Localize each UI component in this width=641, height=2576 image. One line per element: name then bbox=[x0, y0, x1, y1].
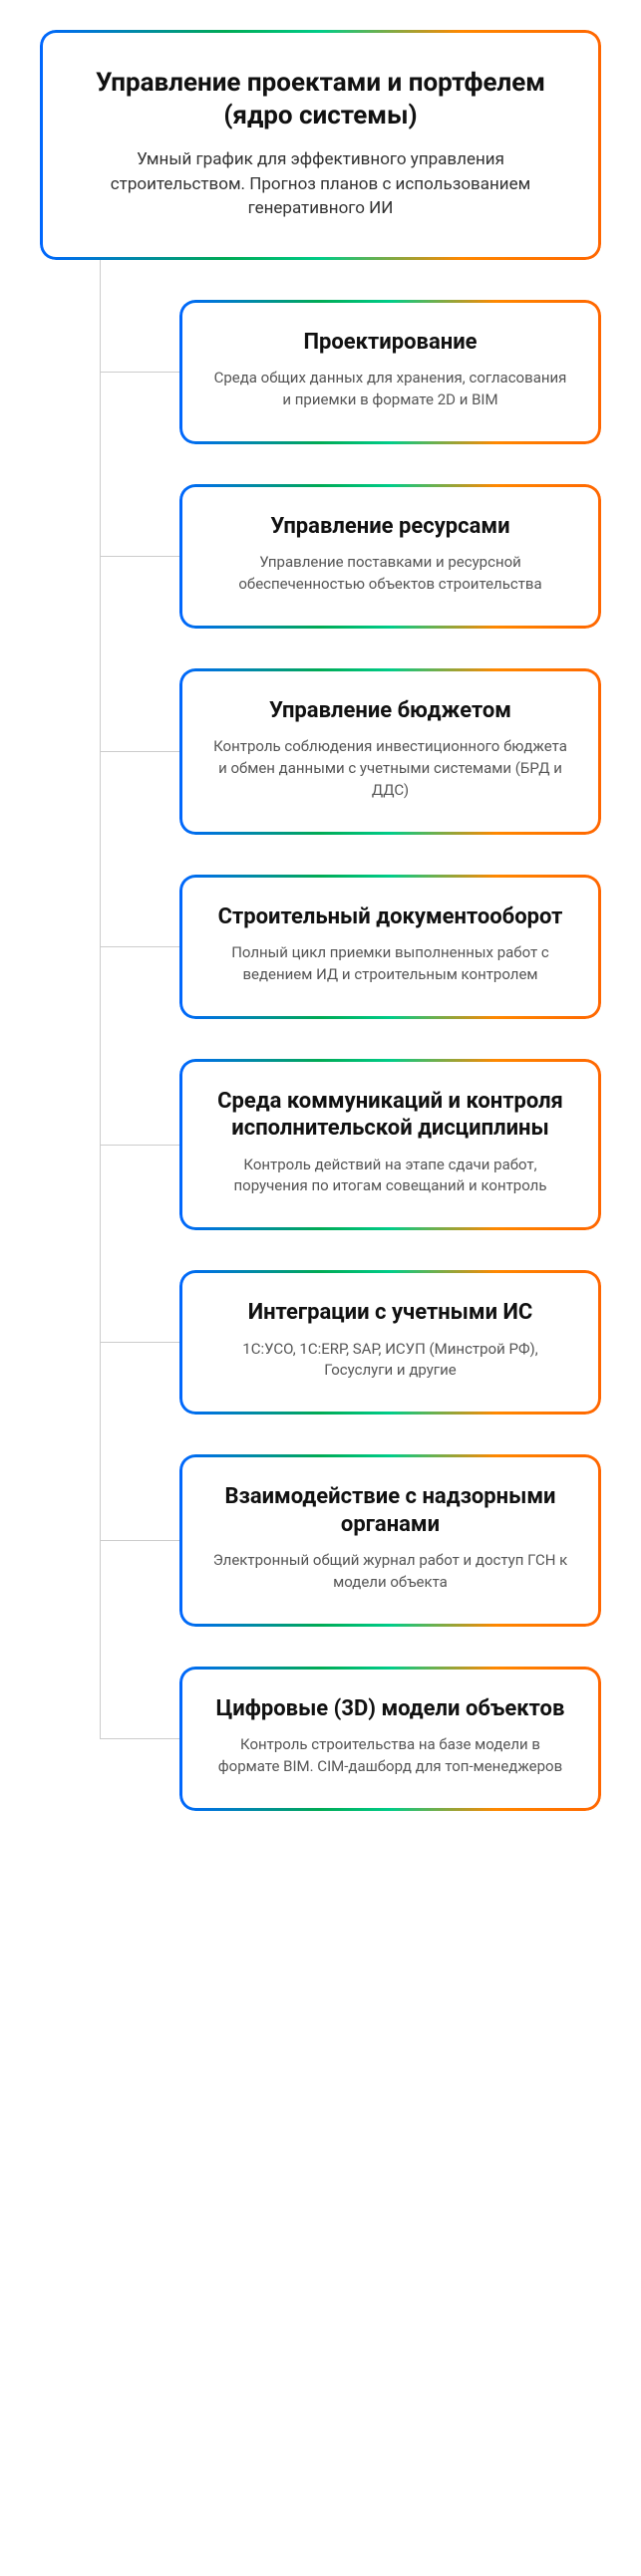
child-title: Управление ресурсами bbox=[210, 513, 570, 541]
child-row: Среда коммуникаций и контроля исполнител… bbox=[100, 1019, 601, 1231]
child-node: Строительный документооборот Полный цикл … bbox=[179, 875, 601, 1019]
child-desc: Контроль строительства на базе модели в … bbox=[210, 1734, 570, 1778]
child-title: Строительный документооборот bbox=[210, 903, 570, 931]
child-title: Управление бюджетом bbox=[210, 697, 570, 725]
child-node-inner: Строительный документооборот Полный цикл … bbox=[182, 878, 598, 1016]
child-desc: Управление поставками и ресурсной обеспе… bbox=[210, 552, 570, 596]
child-desc: Среда общих данных для хранения, согласо… bbox=[210, 368, 570, 411]
child-row: Интеграции с учетными ИС 1C:УСО, 1C:ERP, … bbox=[100, 1230, 601, 1415]
child-row: Цифровые (3D) модели объектов Контроль ст… bbox=[100, 1627, 601, 1811]
child-node: Интеграции с учетными ИС 1C:УСО, 1C:ERP, … bbox=[179, 1270, 601, 1415]
tree-connector-line bbox=[100, 372, 179, 373]
diagram-container: Управление проектами и портфелем (ядро с… bbox=[40, 30, 601, 1811]
child-node-inner: Проектирование Среда общих данных для хра… bbox=[182, 303, 598, 441]
child-row: Управление ресурсами Управление поставкам… bbox=[100, 444, 601, 629]
child-title: Среда коммуникаций и контроля исполнител… bbox=[210, 1088, 570, 1143]
child-node-inner: Интеграции с учетными ИС 1C:УСО, 1C:ERP, … bbox=[182, 1273, 598, 1412]
child-node: Управление ресурсами Управление поставкам… bbox=[179, 484, 601, 629]
tree-connector-line bbox=[100, 556, 179, 557]
child-title: Взаимодействие с надзорными органами bbox=[210, 1483, 570, 1538]
child-row: Проектирование Среда общих данных для хра… bbox=[100, 260, 601, 444]
child-node-inner: Управление ресурсами Управление поставкам… bbox=[182, 487, 598, 626]
tree-connector-line bbox=[100, 1145, 179, 1146]
child-desc: Полный цикл приемки выполненных работ с … bbox=[210, 942, 570, 986]
child-node: Управление бюджетом Контроль соблюдения и… bbox=[179, 668, 601, 835]
child-node: Проектирование Среда общих данных для хра… bbox=[179, 300, 601, 444]
root-desc: Умный график для эффективного управления… bbox=[79, 147, 562, 221]
child-desc: Контроль соблюдения инвестиционного бюдж… bbox=[210, 736, 570, 801]
child-title: Интеграции с учетными ИС bbox=[210, 1299, 570, 1327]
child-node-inner: Взаимодействие с надзорными органами Элек… bbox=[182, 1457, 598, 1624]
root-node-inner: Управление проектами и портфелем (ядро с… bbox=[43, 33, 598, 257]
tree-connector-line bbox=[100, 1540, 179, 1541]
tree-connector-line bbox=[100, 1342, 179, 1343]
child-desc: Контроль действий на этапе сдачи работ, … bbox=[210, 1155, 570, 1198]
tree-connector-line bbox=[100, 1738, 179, 1739]
child-node-inner: Цифровые (3D) модели объектов Контроль ст… bbox=[182, 1670, 598, 1808]
child-node-inner: Управление бюджетом Контроль соблюдения и… bbox=[182, 671, 598, 832]
root-node: Управление проектами и портфелем (ядро с… bbox=[40, 30, 601, 260]
child-row: Управление бюджетом Контроль соблюдения и… bbox=[100, 629, 601, 835]
tree-connector-line bbox=[100, 946, 179, 947]
child-node-inner: Среда коммуникаций и контроля исполнител… bbox=[182, 1062, 598, 1228]
children-container: Проектирование Среда общих данных для хра… bbox=[100, 260, 601, 1811]
child-row: Взаимодействие с надзорными органами Элек… bbox=[100, 1415, 601, 1627]
child-desc: 1C:УСО, 1C:ERP, SAP, ИСУП (Минстрой РФ),… bbox=[210, 1339, 570, 1383]
child-node: Среда коммуникаций и контроля исполнител… bbox=[179, 1059, 601, 1231]
child-title: Цифровые (3D) модели объектов bbox=[210, 1695, 570, 1723]
child-node: Цифровые (3D) модели объектов Контроль ст… bbox=[179, 1667, 601, 1811]
root-title: Управление проектами и портфелем (ядро с… bbox=[79, 67, 562, 131]
child-title: Проектирование bbox=[210, 329, 570, 357]
child-desc: Электронный общий журнал работ и доступ … bbox=[210, 1550, 570, 1594]
tree-connector-line bbox=[100, 751, 179, 752]
child-node: Взаимодействие с надзорными органами Элек… bbox=[179, 1454, 601, 1627]
child-row: Строительный документооборот Полный цикл … bbox=[100, 835, 601, 1019]
